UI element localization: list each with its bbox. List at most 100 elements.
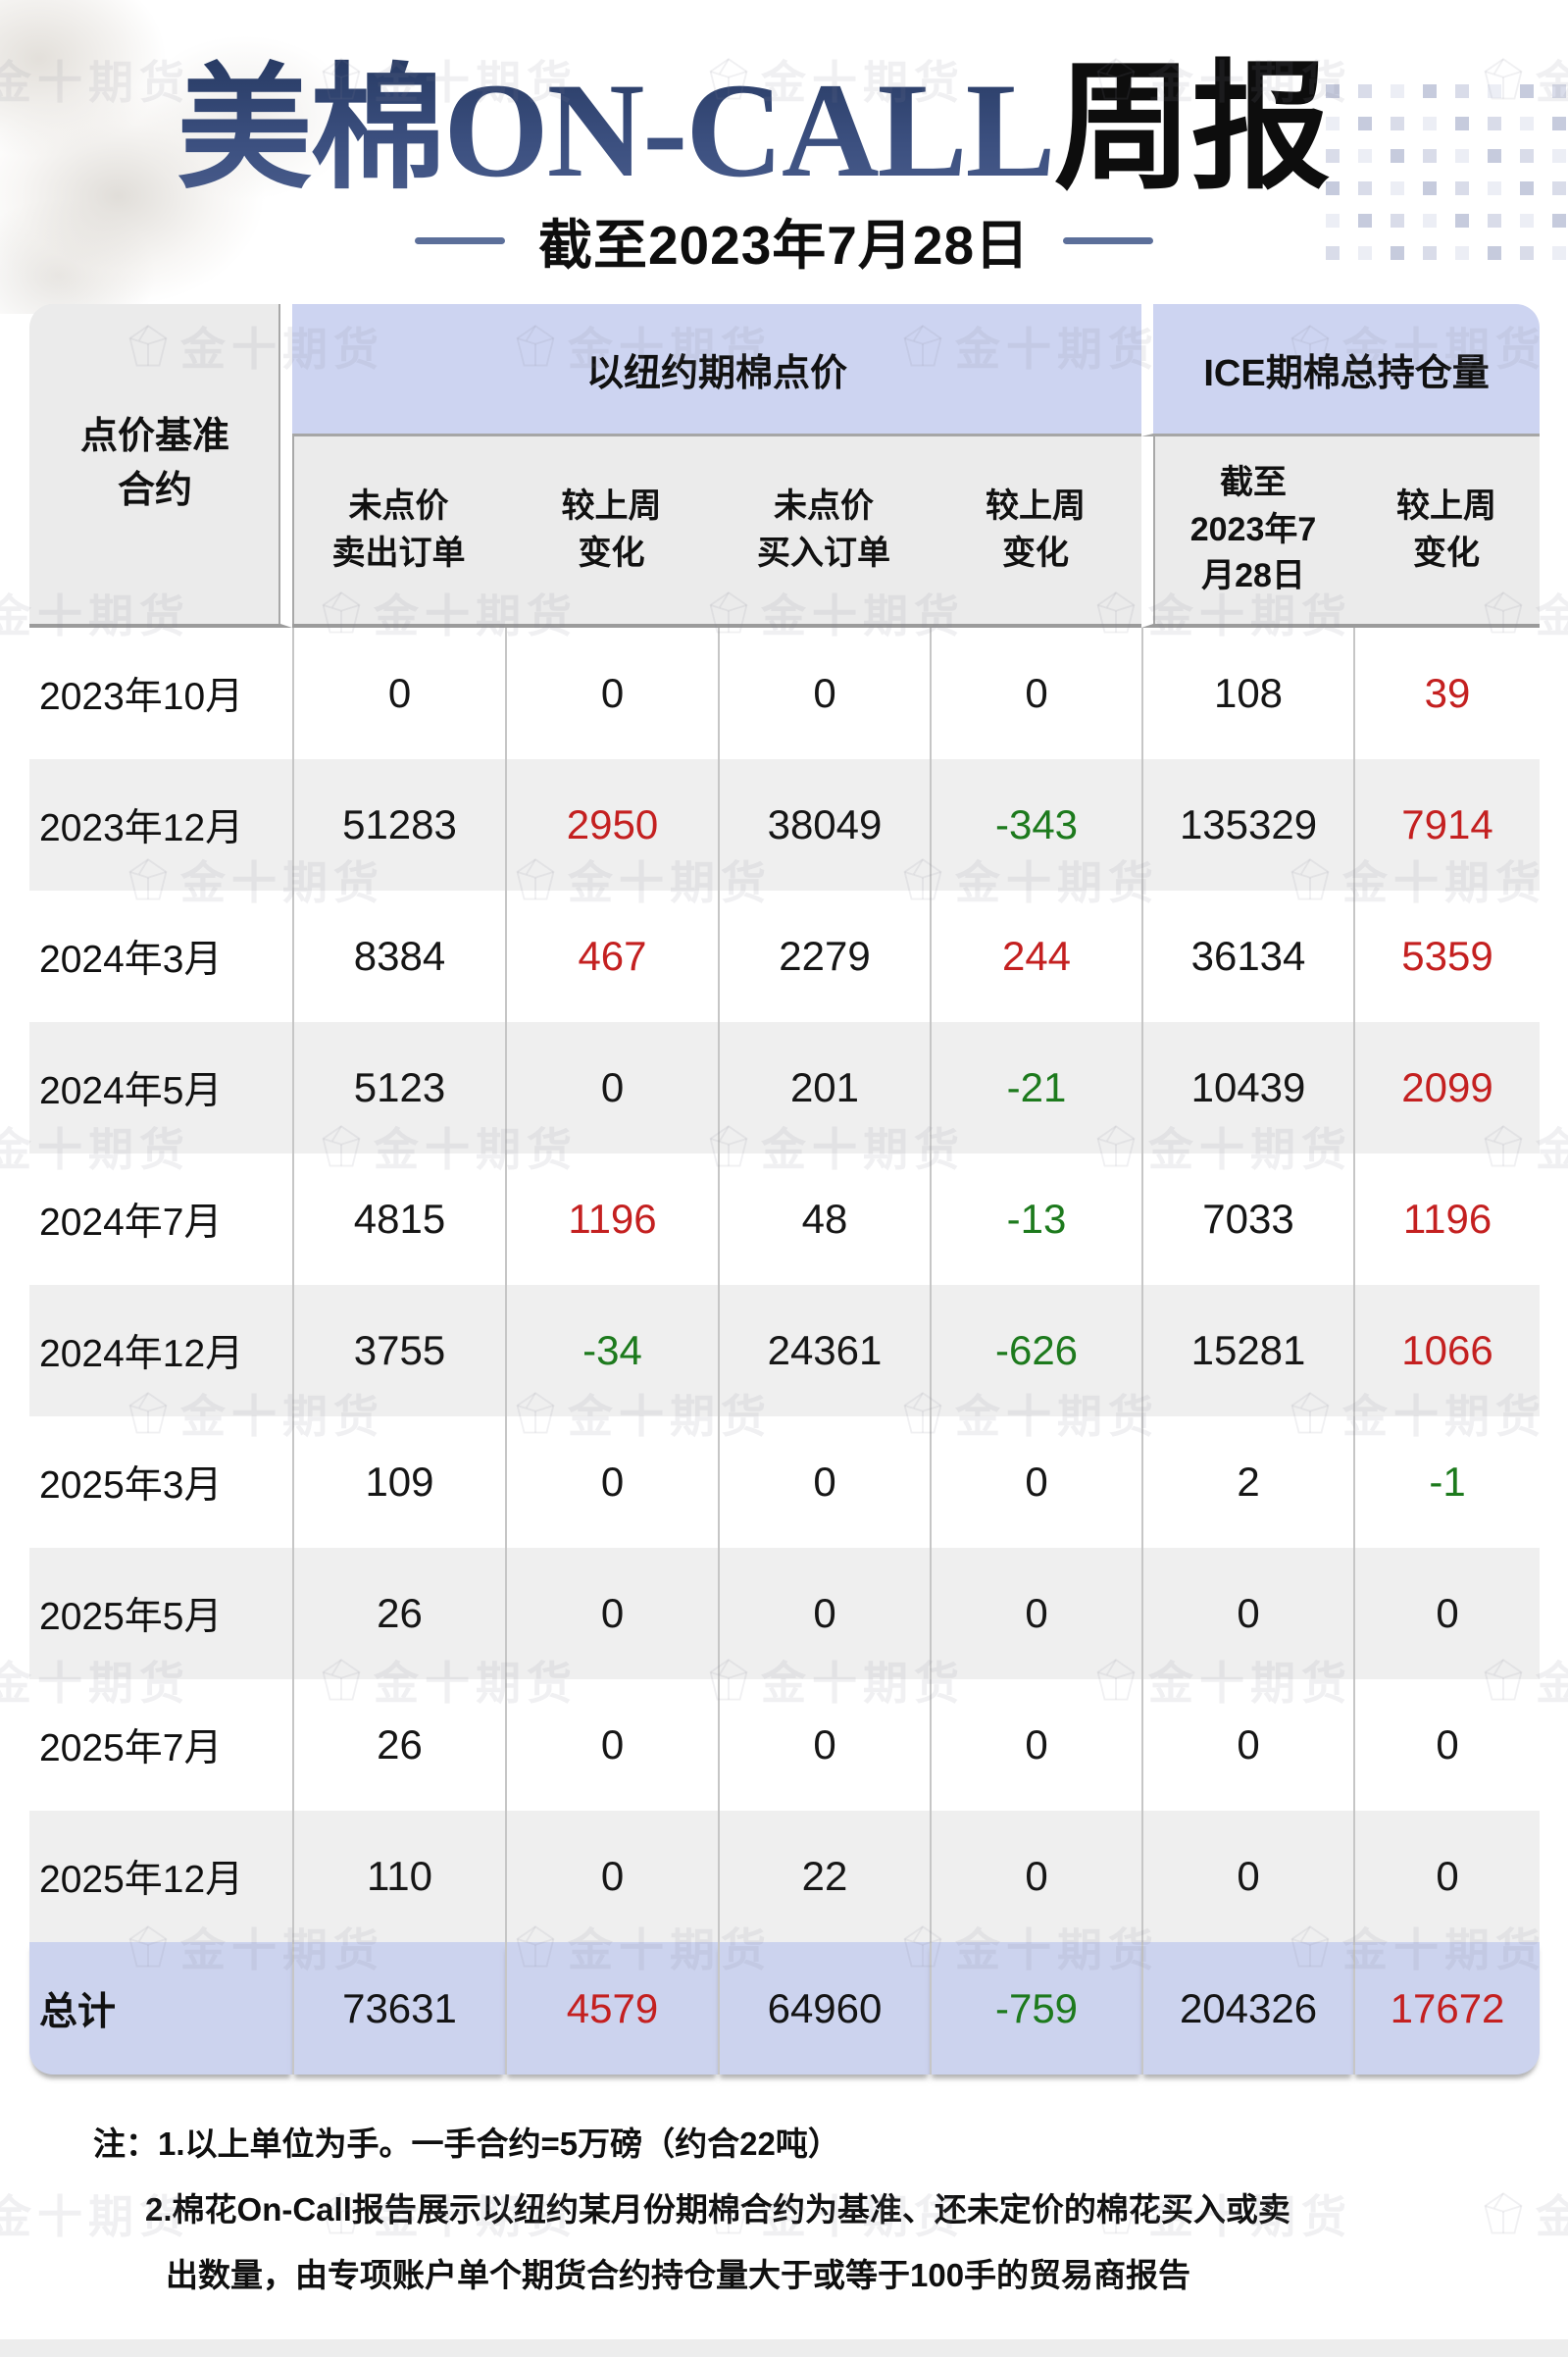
cell-value: 2 bbox=[1141, 1416, 1354, 1548]
cell-value: 0 bbox=[1353, 1679, 1541, 1811]
cell-value: -34 bbox=[505, 1285, 718, 1416]
table-row: 2023年10月 0 0 0 0 108 39 bbox=[29, 628, 1541, 759]
cell-value: 0 bbox=[505, 1416, 718, 1548]
cell-value: -21 bbox=[930, 1022, 1142, 1153]
table-row: 2024年5月 5123 0 201 -21 10439 2099 bbox=[29, 1022, 1541, 1153]
table-row: 2025年5月 26 0 0 0 0 0 bbox=[29, 1548, 1541, 1679]
row-label: 2025年5月 bbox=[29, 1548, 292, 1679]
cell-value: 36134 bbox=[1141, 891, 1354, 1022]
row-label: 总计 bbox=[29, 1942, 292, 2075]
cell-value: 0 bbox=[292, 628, 505, 759]
subheader-asof-date: 截至 2023年7 月28日 bbox=[1141, 436, 1354, 628]
row-label: 2024年12月 bbox=[29, 1285, 292, 1416]
cell-value: 0 bbox=[1353, 1811, 1541, 1942]
cell-value: 0 bbox=[930, 1548, 1142, 1679]
cell-value: 3755 bbox=[292, 1285, 505, 1416]
cell-value: 2099 bbox=[1353, 1022, 1541, 1153]
cell-value: 0 bbox=[505, 1811, 718, 1942]
cell-value: 4579 bbox=[505, 1942, 718, 2075]
cell-value: 39 bbox=[1353, 628, 1541, 759]
cell-value: -759 bbox=[930, 1942, 1142, 2075]
watermark-text: 金十期货 bbox=[1536, 590, 1568, 641]
row-label: 2024年7月 bbox=[29, 1153, 292, 1285]
corner-header-cell: 点价基准 合约 bbox=[29, 304, 292, 628]
cell-value: 0 bbox=[1141, 1811, 1354, 1942]
row-label: 2023年10月 bbox=[29, 628, 292, 759]
cell-value: 10439 bbox=[1141, 1022, 1354, 1153]
cell-value: -13 bbox=[930, 1153, 1142, 1285]
cell-value: 467 bbox=[505, 891, 718, 1022]
cell-value: 0 bbox=[1141, 1548, 1354, 1679]
table-row: 2024年3月 8384 467 2279 244 36134 5359 bbox=[29, 891, 1541, 1022]
cell-value: 0 bbox=[930, 1811, 1142, 1942]
cell-value: 2950 bbox=[505, 759, 718, 891]
table-row: 2023年12月 51283 2950 38049 -343 135329 7914 bbox=[29, 759, 1541, 891]
table-row: 2025年3月 109 0 0 0 2 -1 bbox=[29, 1416, 1541, 1548]
footnote-2: 2.棉花On-Call报告展示以纽约某月份期棉合约为基准、还未定价的棉花买入或卖 bbox=[145, 2191, 1290, 2228]
row-label: 2025年7月 bbox=[29, 1679, 292, 1811]
cell-value: 110 bbox=[292, 1811, 505, 1942]
row-label: 2024年5月 bbox=[29, 1022, 292, 1153]
cell-value: 135329 bbox=[1141, 759, 1354, 891]
cell-value: 64960 bbox=[718, 1942, 930, 2075]
footnote-1: 注：1.以上单位为手。一手合约=5万磅（约合22吨） bbox=[93, 2126, 840, 2162]
footnote-3: 出数量，由专项账户单个期货合约持仓量大于或等于100手的贸易商报告 bbox=[166, 2257, 1191, 2293]
table-row: 2024年12月 3755 -34 24361 -626 15281 1066 bbox=[29, 1285, 1541, 1416]
cell-value: 15281 bbox=[1141, 1285, 1354, 1416]
title-highlight: 美棉ON-CALL bbox=[177, 55, 1055, 205]
cell-value: 204326 bbox=[1141, 1942, 1354, 2075]
cell-value: 0 bbox=[930, 1679, 1142, 1811]
table-body: 点价基准 合约 以纽约期棉点价 ICE期棉总持仓量 未点价 卖出订单 较上周 变… bbox=[29, 304, 1541, 2075]
table-row: 2025年7月 26 0 0 0 0 0 bbox=[29, 1679, 1541, 1811]
table-row: 2025年12月 110 0 22 0 0 0 bbox=[29, 1811, 1541, 1942]
cell-value: 108 bbox=[1141, 628, 1354, 759]
cell-value: 38049 bbox=[718, 759, 930, 891]
group-header-ice-openinterest: ICE期棉总持仓量 bbox=[1141, 304, 1541, 436]
total-row: 总计 73631 4579 64960 -759 204326 17672 bbox=[29, 1942, 1541, 2075]
subtitle-right-dash bbox=[1063, 236, 1154, 244]
cell-value: -626 bbox=[930, 1285, 1142, 1416]
row-label: 2024年3月 bbox=[29, 891, 292, 1022]
subheader-unpriced-sell: 未点价 卖出订单 bbox=[292, 436, 505, 628]
oncall-table: 点价基准 合约 以纽约期棉点价 ICE期棉总持仓量 未点价 卖出订单 较上周 变… bbox=[29, 304, 1541, 2075]
cell-value: 0 bbox=[718, 1679, 930, 1811]
bottom-strip bbox=[0, 2339, 1568, 2357]
cell-value: 24361 bbox=[718, 1285, 930, 1416]
cell-value: 0 bbox=[1141, 1679, 1354, 1811]
cell-value: -343 bbox=[930, 759, 1142, 891]
title-suffix: 周报 bbox=[1053, 51, 1331, 206]
report-subtitle-row: 截至2023年7月28日 bbox=[0, 201, 1568, 280]
subheader-unpriced-buy: 未点价 买入订单 bbox=[718, 436, 930, 628]
cell-value: 0 bbox=[505, 628, 718, 759]
cell-value: 0 bbox=[505, 1022, 718, 1153]
cell-value: 5359 bbox=[1353, 891, 1541, 1022]
cell-value: 0 bbox=[505, 1548, 718, 1679]
row-label: 2023年12月 bbox=[29, 759, 292, 891]
cell-value: 48 bbox=[718, 1153, 930, 1285]
cell-value: 26 bbox=[292, 1679, 505, 1811]
cell-value: -1 bbox=[1353, 1416, 1541, 1548]
cell-value: 4815 bbox=[292, 1153, 505, 1285]
cell-value: 73631 bbox=[292, 1942, 505, 2075]
cell-value: 7914 bbox=[1353, 759, 1541, 891]
group-header-row: 点价基准 合约 以纽约期棉点价 ICE期棉总持仓量 bbox=[29, 304, 1541, 628]
table-row: 2024年7月 4815 1196 48 -13 7033 1196 bbox=[29, 1153, 1541, 1285]
cell-value: 0 bbox=[1353, 1548, 1541, 1679]
cell-value: 244 bbox=[930, 891, 1142, 1022]
watermark-text: 金十期货 bbox=[1536, 2191, 1568, 2242]
cell-value: 26 bbox=[292, 1548, 505, 1679]
cell-value: 109 bbox=[292, 1416, 505, 1548]
report-title: 美棉ON-CALL周报 bbox=[0, 14, 1568, 216]
watermark-text: 金十期货 bbox=[1536, 1124, 1568, 1175]
cell-value: 0 bbox=[505, 1679, 718, 1811]
row-label: 2025年3月 bbox=[29, 1416, 292, 1548]
watermark-item: 金十期货 bbox=[1481, 2181, 1568, 2246]
cell-value: 17672 bbox=[1353, 1942, 1541, 2075]
cell-value: 51283 bbox=[292, 759, 505, 891]
subtitle-left-dash bbox=[414, 236, 505, 244]
cell-value: 1196 bbox=[505, 1153, 718, 1285]
sub-header-row: 未点价 卖出订单 较上周 变化 未点价 买入订单 较上周 变化 截至 2023年… bbox=[29, 436, 1541, 628]
cell-value: 22 bbox=[718, 1811, 930, 1942]
watermark-text: 金十期货 bbox=[1536, 1658, 1568, 1709]
